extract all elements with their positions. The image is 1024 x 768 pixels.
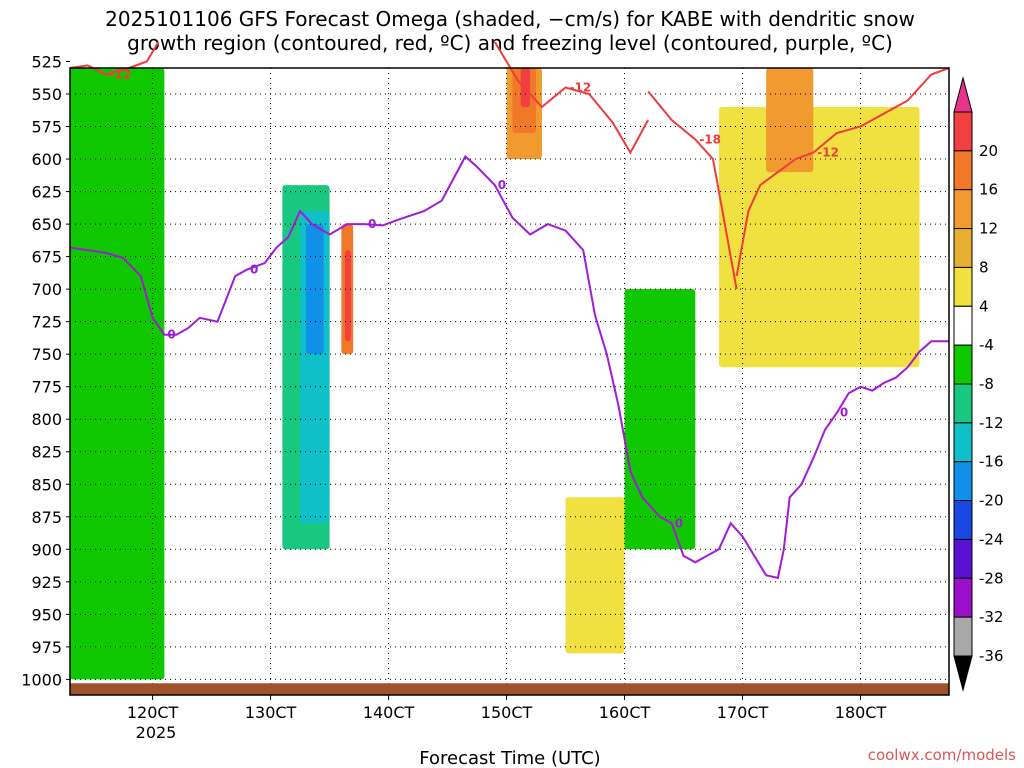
credit-text: coolwx.com/models [868,746,1016,764]
colorbar-top-arrow [953,76,973,113]
y-tick-label-700: 700 [31,280,62,299]
plot-area: -12 -12 -18 -12 0 0 0 0 0 0 [69,41,950,696]
terrain [70,683,949,695]
colorbar-label-5: -4 [979,336,994,354]
omega-region-9 [718,107,920,368]
colorbar-box-6 [953,305,973,346]
dgz-contour-label-3: -12 [817,146,839,160]
y-tick-label-675: 675 [31,248,62,267]
omega-region-3 [305,224,324,355]
omega-region-12 [565,497,625,654]
dgz-contour-3 [735,67,950,277]
x-tick-label-180CT: 180CT [835,703,887,722]
colorbar-label-6: -8 [979,375,994,393]
x-axis-label: Forecast Time (UTC) [419,748,600,768]
y-tick-label-825: 825 [31,443,62,462]
freezing-level-label-4: 0 [675,516,683,530]
dgz-contour-label-0: -12 [109,68,131,82]
y-tick-label-850: 850 [31,475,62,494]
omega-region-10 [766,68,814,173]
colorbar-label-13: -36 [979,647,1004,665]
y-axis: 525 550 575 600 625 650 675 700 725 750 775 800 825 8… [21,52,70,689]
y-tick-label-575: 575 [31,118,62,137]
colorbar-label-10: -24 [979,530,1004,548]
y-tick-label-625: 625 [31,183,62,202]
colorbar-label-8: -16 [979,453,1004,471]
colorbar-label-11: -28 [979,569,1004,587]
colorbar-label-9: -20 [979,492,1004,510]
y-tick-label-725: 725 [31,313,62,332]
y-tick-label-600: 600 [31,150,62,169]
colorbar-label-12: -32 [979,608,1004,626]
x-tick-label-160CT: 160CT [599,703,651,722]
freezing-level-contour: 0 0 0 0 0 0 [69,154,949,580]
colorbar-label-4: 4 [979,297,989,315]
omega-region-0 [70,68,165,680]
freezing-level-label-3: 0 [498,178,506,192]
chart-title-line2: growth region (contoured, red, ºC) and f… [127,31,893,55]
terrain-band [70,683,949,695]
colorbar-box-5 [953,266,973,307]
freezing-level-line [69,154,949,580]
colorbar: 20 16 12 8 4 -4 -8 -12 -16 -20 -24 -28 -32 -36 [953,76,1004,692]
freezing-level-label-5: 0 [840,406,848,420]
y-tick-label-950: 950 [31,605,62,624]
omega-region-5 [344,250,351,342]
y-tick-label-1000: 1000 [21,670,62,689]
dgz-contour-2 [647,90,738,290]
colorbar-label-1: 16 [979,181,998,199]
y-tick-label-800: 800 [31,410,62,429]
x-tick-label-140CT: 140CT [363,703,415,722]
freezing-level-label-2: 0 [368,217,376,231]
x-tick-label-130CT: 130CT [245,703,297,722]
colorbar-box-10 [953,461,973,502]
y-tick-label-525: 525 [31,52,62,71]
x-tick-label-170CT: 170CT [717,703,769,722]
colorbar-label-2: 12 [979,220,998,238]
dendritic-growth-contours: -12 -12 -18 -12 [69,41,950,290]
colorbar-box-4 [953,228,973,268]
colorbar-bottom-arrow [953,655,973,692]
colorbar-box-9 [953,422,973,463]
plot-frame [69,67,950,696]
dgz-contour-0 [69,41,160,76]
chart-title-line1: 2025101106 GFS Forecast Omega (shaded, −… [105,7,915,31]
y-tick-label-750: 750 [31,345,62,364]
dgz-contour-label-1: -12 [570,81,592,95]
y-tick-label-875: 875 [31,508,62,527]
y-tick-label-900: 900 [31,540,62,559]
colorbar-box-11 [953,500,973,540]
freezing-level-label-0: 0 [167,328,175,342]
x-tick-label-150CT: 150CT [481,703,533,722]
y-tick-label-550: 550 [31,85,62,104]
omega-shading [70,68,920,680]
colorbar-label-0: 20 [979,142,998,160]
y-tick-label-650: 650 [31,215,62,234]
colorbar-box-3 [953,189,973,230]
x-tick-label-120CT: 120CT [127,703,179,722]
omega-region-11 [624,289,696,550]
y-tick-label-775: 775 [31,378,62,397]
x-axis-year: 2025 [136,723,177,742]
colorbar-box-8 [953,383,973,424]
y-tick-label-925: 925 [31,573,62,592]
dgz-contour-label-2: -18 [699,133,721,147]
colorbar-box-14 [953,616,973,657]
colorbar-box-1 [953,111,973,152]
colorbar-box-13 [953,577,973,618]
colorbar-label-7: -12 [979,414,1004,432]
colorbar-box-7 [953,344,973,385]
colorbar-box-2 [953,150,973,191]
colorbar-box-12 [953,538,973,579]
y-tick-label-975: 975 [31,638,62,657]
x-axis: 120CT 130CT 140CT 150CT 160CT 170CT 180CT [127,695,887,722]
colorbar-label-3: 8 [979,258,989,276]
freezing-level-label-1: 0 [250,263,258,277]
dgz-contour-1 [493,41,649,155]
